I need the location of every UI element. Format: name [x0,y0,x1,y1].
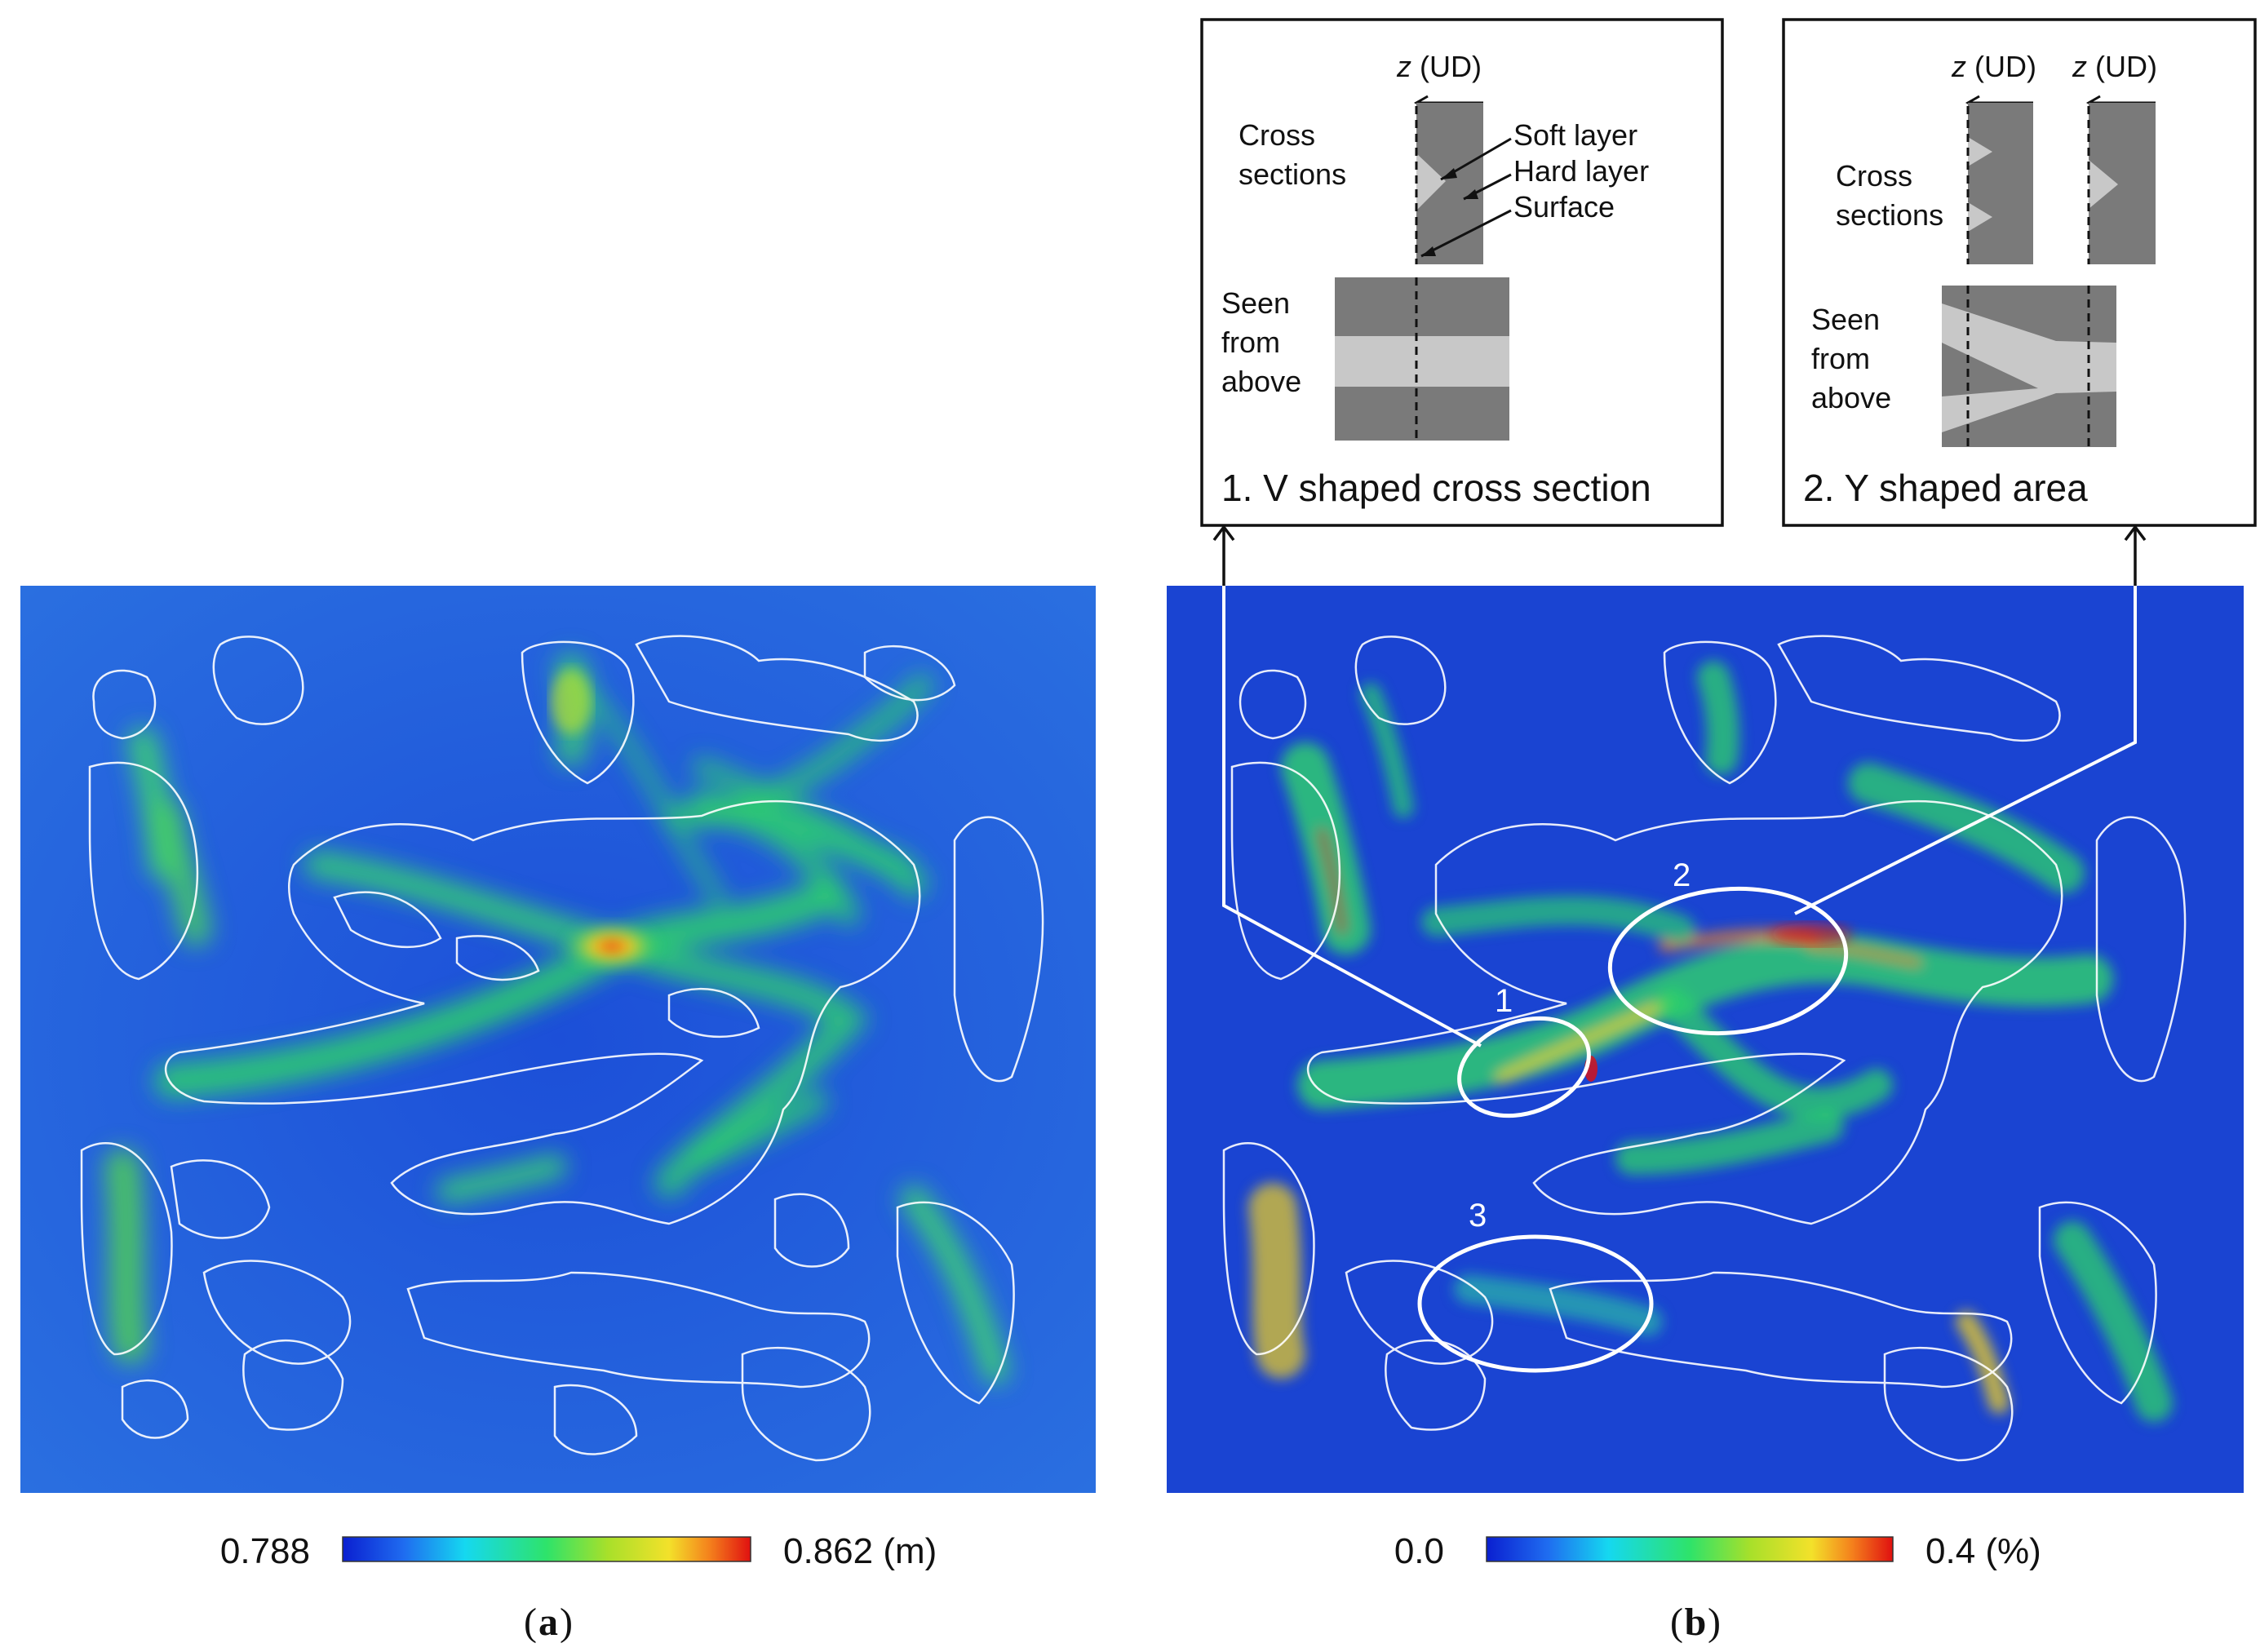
inset-y-cross-sections-label-1: Cross [1836,159,1912,193]
panel-b-connectors [1222,582,2137,1047]
inset-y-axis-label-2: z (UD) [2072,50,2157,83]
inset-v-shaped: z (UD) Cross sections Soft layer Hard la… [1200,18,1724,527]
panel-a-caption: ( a ) [524,1601,573,1644]
inset-arrows [1212,525,2147,586]
inset-y-frame [1782,18,2257,527]
inset-y-cross-sections-label-2: sections [1836,198,1943,232]
marker-label-1: 1 [1495,983,1513,1019]
inset-y-seen-label-3: above [1811,381,1891,414]
panel-a-colorbar-max: 0.862 (m) [783,1531,937,1571]
inset-v-hard-layer-label: Hard layer [1513,154,1649,188]
inset-v-frame [1200,18,1724,527]
panel-a-contours [80,635,1044,1462]
inset-y-seen-label-2: from [1811,342,1870,375]
inset-v-surface-label: Surface [1513,190,1615,224]
panel-b-colorbar-min: 0.0 [1394,1531,1444,1571]
panel-a-colorbar: 0.788 0.862 (m) [220,1531,937,1571]
panel-a-caption-letter: a [538,1601,558,1644]
inset-v-seen-label-3: above [1221,365,1301,398]
inset-v-cross-sections-label-1: Cross [1239,118,1315,152]
panel-b-colorbar-gradient [1486,1536,1894,1562]
inset-y-axis-label-1: z (UD) [1951,50,2036,83]
panel-a-colorbar-gradient [342,1536,751,1562]
panel-b-marker-labels: 1 2 3 [1469,857,1691,1233]
panel-b: 1 2 3 [1167,582,2244,1493]
panel-b-bands [1248,661,2173,1422]
inset-v-soft-layer-wedge [1416,153,1446,210]
svg-text:(: ( [524,1601,537,1644]
marker-label-2: 2 [1673,857,1691,893]
panel-b-annotations [1417,886,1849,1373]
svg-text:(: ( [1670,1601,1683,1644]
marker-label-3: 3 [1469,1198,1487,1233]
svg-text:): ) [1708,1601,1721,1644]
panel-a [20,586,1096,1493]
inset-y-title: 2. Y shaped area [1803,467,2088,509]
svg-text:): ) [560,1601,573,1644]
inset-v-title: 1. V shaped cross section [1221,467,1651,509]
inset-v-soft-layer-label: Soft layer [1513,118,1637,152]
inset-v-seen-label-1: Seen [1221,286,1290,320]
inset-y-shaped: z (UD) z (UD) Cross sections Seen from a… [1782,18,2257,527]
panel-b-colorbar: 0.0 0.4 (%) [1394,1531,2041,1571]
inset-y-seen-label-1: Seen [1811,303,1880,336]
marker-ellipse-1 [1457,1016,1591,1118]
marker-ellipse-3 [1417,1234,1654,1373]
panel-b-caption-letter: b [1685,1601,1707,1644]
panel-b-caption: ( b ) [1670,1601,1721,1644]
inset-v-axis-label: z (UD) [1396,50,1482,83]
marker-ellipse-2 [1607,886,1849,1036]
panel-b-colorbar-max: 0.4 (%) [1925,1531,2041,1571]
inset-v-seen-label-2: from [1221,326,1280,359]
inset-y-cross-section-1 [1968,103,2033,264]
panel-a-colorbar-min: 0.788 [220,1531,310,1571]
inset-v-cross-sections-label-2: sections [1239,157,1346,191]
